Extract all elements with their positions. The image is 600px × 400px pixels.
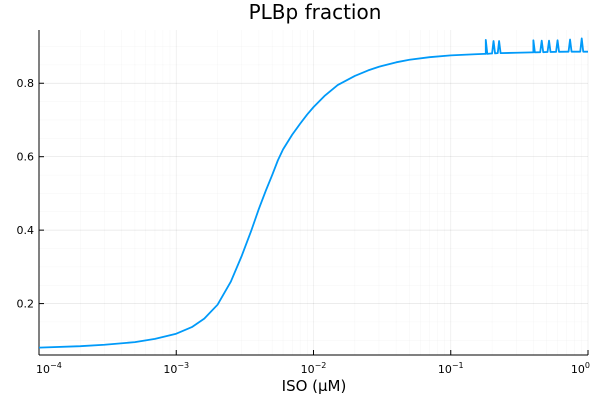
y-tick-label: 0.6	[17, 151, 35, 164]
x-tick-label: 10−3	[163, 361, 189, 376]
x-tick-label: 10−2	[301, 361, 327, 376]
y-tick-label: 0.2	[17, 298, 35, 311]
x-tick-label: 10−1	[438, 361, 464, 376]
x-axis-label: ISO (μM)	[282, 377, 347, 395]
y-tick-label: 0.8	[17, 77, 35, 90]
y-tick-label: 0.4	[17, 224, 35, 237]
chart-title: PLBp fraction	[249, 0, 382, 24]
series	[38, 37, 588, 349]
ticks: 10−4 10−3 10−2 10−1 100 0.2 0.4 0.6 0.8	[17, 77, 591, 376]
x-tick-label: 10−4	[36, 361, 62, 376]
grid	[38, 30, 589, 355]
series-line	[38, 37, 588, 349]
x-tick-label: 100	[571, 361, 590, 376]
